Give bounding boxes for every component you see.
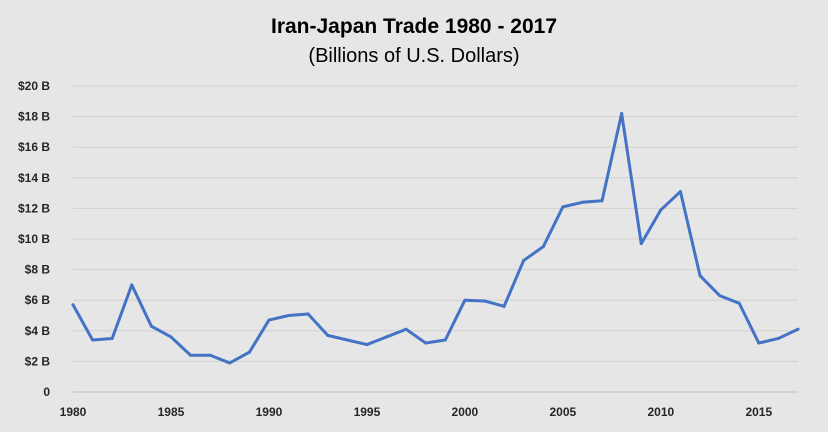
data-point <box>659 208 663 212</box>
data-point <box>541 245 545 249</box>
data-point <box>580 200 584 204</box>
x-tick-label: 2010 <box>647 405 674 419</box>
x-tick-label: 2000 <box>452 405 479 419</box>
y-tick-label: $14 B <box>18 171 50 185</box>
data-point <box>561 205 565 209</box>
data-point <box>482 299 486 303</box>
y-tick-label: $6 B <box>25 293 51 307</box>
data-point <box>110 336 114 340</box>
data-point <box>443 338 447 342</box>
data-point <box>502 304 506 308</box>
data-point <box>228 361 232 365</box>
data-point <box>267 318 271 322</box>
x-tick-label: 2005 <box>550 405 577 419</box>
data-point <box>424 341 428 345</box>
y-tick-label: $2 B <box>25 354 51 368</box>
data-point <box>776 336 780 340</box>
data-point <box>149 324 153 328</box>
data-point <box>345 338 349 342</box>
data-point <box>639 242 643 246</box>
chart-title: Iran-Japan Trade 1980 - 2017 <box>271 15 557 38</box>
series-group <box>71 112 800 365</box>
data-point <box>678 190 682 194</box>
data-point <box>404 327 408 331</box>
y-tick-label: $20 B <box>18 79 50 93</box>
x-tick-label: 1985 <box>158 405 185 419</box>
data-point <box>365 343 369 347</box>
x-tick-label: 1980 <box>60 405 87 419</box>
y-tick-label: $12 B <box>18 201 50 215</box>
data-point <box>189 353 193 357</box>
y-tick-label: $18 B <box>18 110 50 124</box>
y-tick-label: 0 <box>43 385 50 399</box>
x-axis-tick-labels: 1980 1985 1990 1995 2000 2005 2010 2015 <box>60 405 773 419</box>
data-point <box>247 350 251 354</box>
data-point <box>737 301 741 305</box>
data-point <box>91 338 95 342</box>
y-tick-label: $4 B <box>25 324 51 338</box>
x-tick-label: 2015 <box>745 405 772 419</box>
data-point <box>463 298 467 302</box>
data-point <box>522 258 526 262</box>
data-point <box>208 353 212 357</box>
gridlines <box>73 85 798 393</box>
y-tick-label: $8 B <box>25 263 51 277</box>
data-point <box>169 335 173 339</box>
x-tick-label: 1990 <box>256 405 283 419</box>
data-point <box>718 294 722 298</box>
data-point <box>385 335 389 339</box>
data-point <box>306 312 310 316</box>
y-axis-tick-labels: 0 $2 B $4 B $6 B $8 B $10 B $12 B $14 B $16 B $18… <box>18 79 50 399</box>
data-point <box>326 333 330 337</box>
chart-subtitle: (Billions of U.S. Dollars) <box>308 45 519 67</box>
data-point <box>71 303 75 307</box>
data-point <box>698 274 702 278</box>
data-point <box>620 112 624 116</box>
data-point <box>130 283 134 287</box>
series-line <box>71 112 800 365</box>
x-tick-label: 1995 <box>354 405 381 419</box>
y-tick-label: $10 B <box>18 232 50 246</box>
data-point <box>757 341 761 345</box>
y-tick-label: $16 B <box>18 140 50 154</box>
data-point <box>600 199 604 203</box>
data-point <box>796 327 800 331</box>
data-point <box>287 314 291 317</box>
